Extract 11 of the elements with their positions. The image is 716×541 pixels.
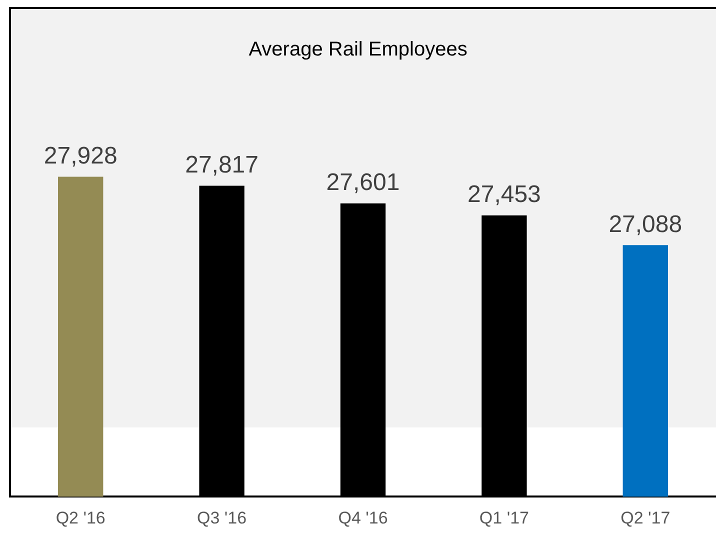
x-tick-label: Q3 '16 [197,508,247,528]
x-tick-label: Q2 '17 [620,508,670,528]
text: Average Rail Employees [248,38,468,61]
data-label: 27,088 [608,210,682,238]
data-label: 27,928 [44,142,118,170]
x-tick-label: Q1 '17 [479,508,529,528]
x-tick-label: Q4 '16 [338,508,388,528]
data-label: 27,601 [326,168,400,196]
x-tick-label: Q2 '16 [56,508,106,528]
data-label: 27,453 [467,181,541,208]
data-label: 27,817 [185,151,259,178]
